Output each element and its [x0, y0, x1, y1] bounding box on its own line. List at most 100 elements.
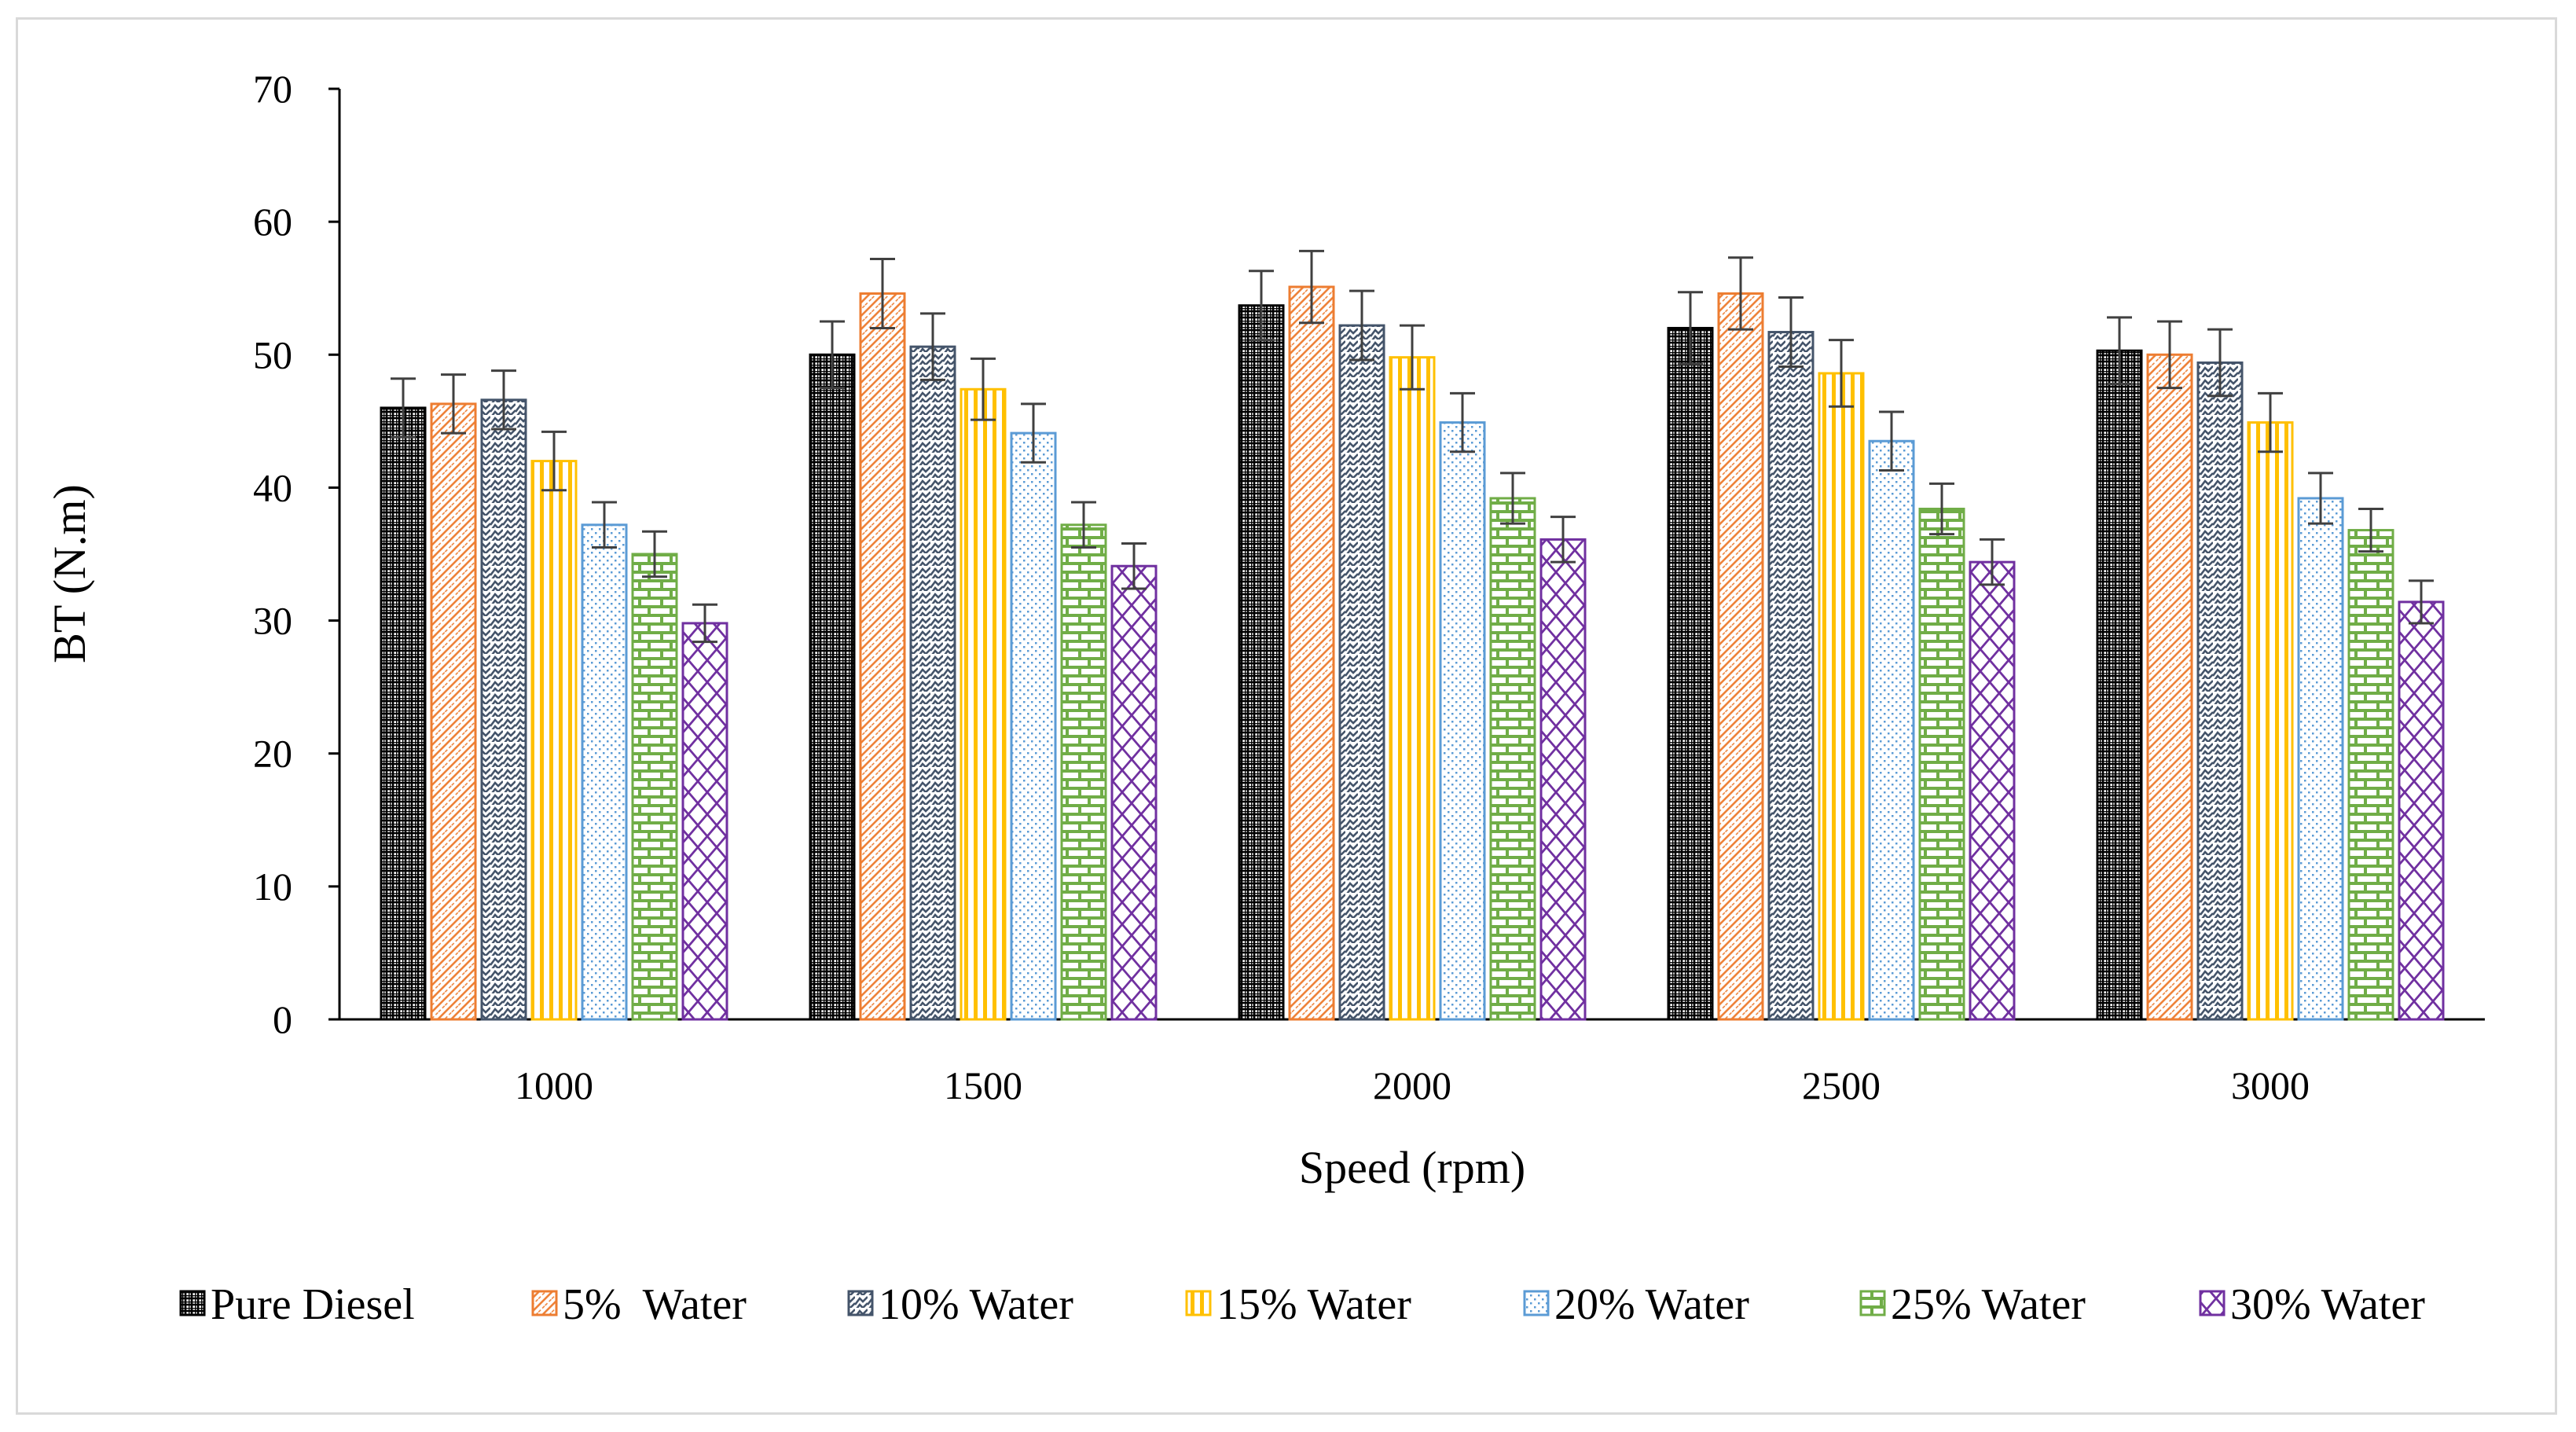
bar — [1060, 523, 1107, 1021]
y-tick-label: 40 — [253, 465, 292, 509]
error-bar — [541, 430, 567, 492]
error-bar — [971, 357, 996, 421]
legend-label: 30% Water — [2230, 1280, 2425, 1329]
error-bar — [1500, 472, 1525, 525]
error-bar — [391, 377, 416, 439]
error-bar — [920, 312, 945, 381]
bar — [430, 402, 477, 1021]
bar — [2247, 421, 2294, 1021]
error-bar — [1450, 391, 1475, 453]
y-tick-label: 30 — [253, 599, 292, 643]
error-bar — [2157, 320, 2182, 390]
error-bar — [1980, 538, 2005, 586]
bar — [1767, 331, 1815, 1021]
bar — [960, 387, 1007, 1021]
error-bar — [1829, 339, 1854, 408]
x-tick-label: 2000 — [1373, 1063, 1451, 1107]
bar — [1489, 497, 1536, 1021]
error-bar — [692, 603, 717, 644]
legend-label: 25% Water — [1891, 1280, 2086, 1329]
bar — [1010, 431, 1057, 1021]
error-bar — [870, 258, 895, 329]
legend-swatch — [2199, 1290, 2226, 1316]
x-tick-label: 3000 — [2231, 1063, 2310, 1107]
legend-swatch — [1185, 1290, 1212, 1316]
error-bar — [1728, 256, 1753, 331]
bar — [1288, 285, 1335, 1021]
legend: Pure Diesel 5% Water 10% Water 15% Water 20%… — [179, 1280, 2425, 1329]
bar — [1969, 560, 2016, 1021]
bar — [480, 398, 527, 1021]
error-bar — [2409, 579, 2434, 625]
bar — [631, 553, 678, 1021]
x-tick-label: 1500 — [944, 1063, 1022, 1107]
legend-label: Pure Diesel — [211, 1280, 415, 1329]
error-bar — [2358, 507, 2383, 553]
error-bar — [1929, 482, 1954, 536]
bar — [681, 622, 728, 1021]
bar — [859, 292, 906, 1021]
bar — [1238, 304, 1285, 1021]
y-axis: 0 10 20 30 40 50 60 70 — [253, 67, 341, 1041]
bar — [1868, 439, 1915, 1021]
bar — [1818, 372, 1865, 1021]
x-tick-label: 1000 — [515, 1063, 593, 1107]
bar — [1667, 326, 1714, 1021]
error-bar — [1778, 296, 1804, 369]
bar — [2146, 353, 2193, 1021]
error-bar — [441, 373, 466, 435]
bar — [2196, 361, 2244, 1021]
error-bar — [1400, 324, 1425, 391]
bar — [1338, 324, 1385, 1021]
bar — [1110, 564, 1158, 1021]
error-bar — [491, 369, 516, 431]
error-bar — [1021, 402, 1046, 464]
bar — [1389, 356, 1436, 1021]
bar — [581, 523, 628, 1021]
y-tick-label: 60 — [253, 200, 292, 244]
legend-swatch — [179, 1290, 206, 1316]
y-tick-label: 70 — [253, 67, 292, 111]
x-axis-title: Speed (rpm) — [1299, 1142, 1525, 1193]
legend-swatch — [847, 1290, 874, 1316]
bar — [809, 353, 856, 1021]
legend-swatch — [1523, 1290, 1550, 1316]
bar — [530, 460, 578, 1021]
bar — [380, 406, 427, 1021]
bar — [2398, 600, 2445, 1021]
error-bar — [642, 530, 667, 578]
error-bar — [1121, 542, 1147, 590]
bar — [1918, 507, 1965, 1021]
bar — [2297, 497, 2344, 1021]
x-axis: 1000 1500 2000 2500 3000 — [339, 1018, 2485, 1107]
bar — [909, 345, 956, 1021]
error-bar — [592, 501, 617, 549]
error-bar — [2308, 472, 2333, 525]
error-bar — [2258, 391, 2283, 453]
y-tick-label: 0 — [273, 997, 292, 1041]
error-bar — [1071, 501, 1096, 549]
bar — [2096, 349, 2143, 1021]
legend-label: 15% Water — [1216, 1280, 1411, 1329]
legend-label: 5% Water — [563, 1280, 747, 1329]
y-tick-label: 10 — [253, 865, 292, 909]
y-axis-title: BT (N.m) — [44, 484, 95, 663]
error-bar — [1879, 410, 1904, 472]
legend-label: 10% Water — [879, 1280, 1073, 1329]
error-bar — [1349, 289, 1374, 362]
error-bar — [820, 320, 845, 390]
chart-frame — [16, 17, 2557, 1415]
legend-label: 20% Water — [1554, 1280, 1749, 1329]
error-bar — [1249, 270, 1274, 342]
error-bar — [2207, 328, 2233, 398]
y-tick-label: 50 — [253, 332, 292, 376]
error-bar — [2107, 316, 2132, 385]
legend-swatch — [531, 1290, 558, 1316]
error-bar — [1678, 291, 1703, 365]
error-bar — [1550, 516, 1576, 564]
bar — [2347, 529, 2394, 1021]
y-tick-label: 20 — [253, 732, 292, 776]
bars — [380, 285, 2445, 1021]
bar — [1717, 292, 1764, 1021]
